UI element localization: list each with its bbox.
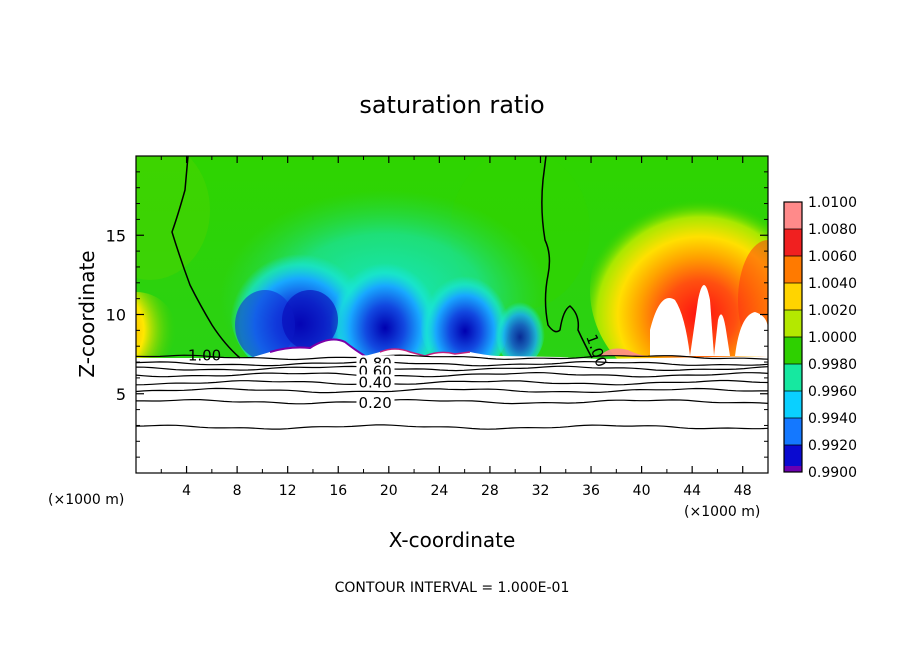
x-tick-label: 4 [182, 483, 191, 499]
x-tick-label: 8 [233, 483, 242, 499]
x-tick-label: 44 [683, 483, 701, 499]
contour-lines-1.00 [171, 155, 593, 359]
colorbar-swatch [784, 337, 802, 364]
contour-line [135, 387, 768, 394]
x-tick-label: 28 [481, 483, 499, 499]
contour-line [135, 360, 769, 367]
colorbar-label: 0.9980 [808, 357, 857, 373]
x-tick-label: 48 [734, 483, 752, 499]
colorbar-label: 0.9900 [808, 465, 857, 481]
contour-lines-lower [135, 354, 769, 430]
colorbar-label: 1.0100 [808, 195, 857, 211]
colorbar-label: 0.9940 [808, 411, 857, 427]
y-axis-label: Z-coordinate [75, 250, 99, 377]
colorbar-label: 1.0040 [808, 276, 857, 292]
colorbar-swatch [784, 256, 802, 283]
contour-line [135, 424, 769, 430]
y-tick-label: 15 [106, 226, 126, 245]
colorbar-label: 1.0060 [808, 249, 857, 265]
y-axis-ticks: 5 10 15 [106, 171, 768, 458]
colorbar-swatch [784, 310, 802, 337]
x-unit-label-left: (×1000 m) [48, 492, 124, 508]
colorbar-label: 0.9960 [808, 384, 857, 400]
x-tick-label: 16 [329, 483, 347, 499]
colorbar: 1.0100 1.0080 1.0060 1.0040 1.0020 1.0000 0.99… [783, 195, 857, 481]
x-tick-label: 40 [633, 483, 651, 499]
contour-interval-footer: CONTOUR INTERVAL = 1.000E-01 [335, 580, 570, 596]
chart-title: saturation ratio [359, 91, 544, 119]
colorbar-swatch [784, 466, 802, 472]
colorbar-swatch [784, 391, 802, 418]
colorbar-swatch [784, 283, 802, 310]
x-axis-label: X-coordinate [389, 528, 516, 552]
y-tick-label: 10 [106, 306, 126, 325]
x-tick-label: 32 [532, 483, 550, 499]
colorbar-swatch [784, 364, 802, 391]
colorbar-swatch [784, 202, 802, 229]
colorbar-swatch [784, 445, 802, 472]
colorbar-label: 0.9920 [808, 438, 857, 454]
x-unit-label-right: (×1000 m) [684, 504, 760, 520]
contour-label-bg [356, 395, 395, 411]
contour-line [136, 398, 769, 405]
contour-label: 0.20 [358, 394, 391, 412]
contour-label: 1.00 [188, 346, 221, 364]
x-tick-label: 12 [279, 483, 297, 499]
x-tick-label: 24 [430, 483, 448, 499]
x-tick-label: 36 [582, 483, 600, 499]
x-axis-ticks: 4 8 12 16 20 24 28 32 36 40 44 48 [160, 156, 752, 499]
contour-line [135, 379, 769, 386]
colorbar-label: 1.0000 [808, 330, 857, 346]
contour-line [135, 371, 769, 378]
contour-label-bg [356, 374, 395, 390]
colorbar-label: 1.0080 [808, 222, 857, 238]
colorbar-swatch [784, 418, 802, 445]
colorbar-label: 1.0020 [808, 303, 857, 319]
contour-label: 0.40 [358, 373, 391, 391]
saturation-field [136, 156, 768, 473]
x-tick-label: 20 [380, 483, 398, 499]
colorbar-swatch [784, 229, 802, 256]
contour-line [135, 354, 769, 361]
y-tick-label: 5 [116, 385, 126, 404]
contour-line [135, 365, 769, 372]
